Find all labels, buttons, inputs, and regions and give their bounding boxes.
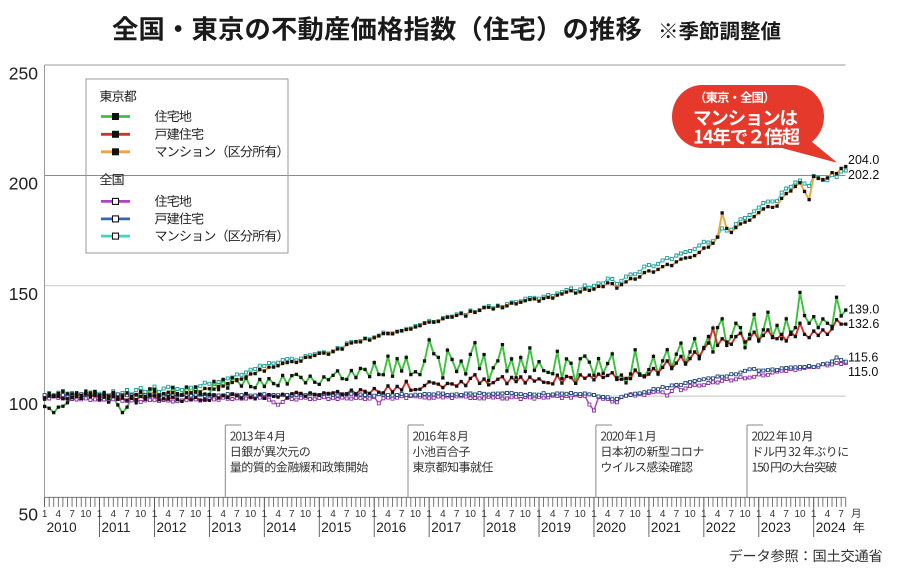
svg-text:10: 10 <box>410 509 422 520</box>
svg-text:7: 7 <box>289 509 295 520</box>
svg-text:2021: 2021 <box>651 520 681 535</box>
svg-text:200: 200 <box>9 174 38 194</box>
svg-text:2017: 2017 <box>431 520 461 535</box>
svg-text:4: 4 <box>605 509 611 520</box>
svg-text:2024: 2024 <box>816 520 847 535</box>
svg-text:202.2: 202.2 <box>848 168 879 182</box>
svg-text:10: 10 <box>80 509 92 520</box>
svg-text:2012: 2012 <box>157 520 187 535</box>
svg-text:10: 10 <box>300 509 312 520</box>
svg-text:10: 10 <box>465 509 477 520</box>
svg-text:7: 7 <box>124 509 130 520</box>
svg-text:1: 1 <box>701 509 707 520</box>
svg-text:10: 10 <box>794 509 806 520</box>
svg-text:10: 10 <box>245 509 257 520</box>
svg-text:4: 4 <box>715 509 721 520</box>
svg-text:2018: 2018 <box>486 520 516 535</box>
svg-text:2015: 2015 <box>321 520 351 535</box>
svg-text:7: 7 <box>838 509 844 520</box>
svg-text:7: 7 <box>674 509 680 520</box>
svg-text:1: 1 <box>152 509 158 520</box>
svg-text:4: 4 <box>385 509 391 520</box>
svg-text:1: 1 <box>481 509 487 520</box>
svg-text:2022: 2022 <box>706 520 736 535</box>
svg-text:1: 1 <box>207 509 213 520</box>
svg-text:2013: 2013 <box>211 520 241 535</box>
svg-text:7: 7 <box>619 509 625 520</box>
svg-text:1: 1 <box>536 509 542 520</box>
svg-text:4: 4 <box>56 509 62 520</box>
svg-text:2020: 2020 <box>596 520 626 535</box>
svg-text:7: 7 <box>454 509 460 520</box>
svg-text:7: 7 <box>399 509 405 520</box>
svg-text:2014: 2014 <box>266 520 297 535</box>
svg-text:1: 1 <box>811 509 817 520</box>
svg-text:50: 50 <box>19 504 39 524</box>
svg-text:1: 1 <box>317 509 323 520</box>
svg-text:4: 4 <box>660 509 666 520</box>
svg-text:10: 10 <box>739 509 751 520</box>
svg-text:4: 4 <box>111 509 117 520</box>
svg-text:4: 4 <box>550 509 556 520</box>
svg-text:115.0: 115.0 <box>848 365 878 379</box>
svg-text:115.6: 115.6 <box>848 351 878 365</box>
svg-text:7: 7 <box>234 509 240 520</box>
svg-text:10: 10 <box>575 509 587 520</box>
svg-text:250: 250 <box>9 63 38 83</box>
svg-text:2019: 2019 <box>541 520 571 535</box>
svg-text:100: 100 <box>9 394 38 414</box>
svg-text:10: 10 <box>685 509 697 520</box>
svg-text:10: 10 <box>190 509 202 520</box>
svg-text:7: 7 <box>509 509 515 520</box>
svg-text:1: 1 <box>646 509 652 520</box>
svg-text:7: 7 <box>729 509 735 520</box>
svg-text:2016: 2016 <box>376 520 406 535</box>
svg-text:4: 4 <box>770 509 776 520</box>
svg-text:150: 150 <box>9 284 38 304</box>
svg-text:2023: 2023 <box>761 520 791 535</box>
svg-text:1: 1 <box>371 509 377 520</box>
svg-text:7: 7 <box>179 509 185 520</box>
svg-text:132.6: 132.6 <box>848 317 879 331</box>
svg-text:7: 7 <box>69 509 75 520</box>
svg-text:10: 10 <box>520 509 532 520</box>
svg-text:10: 10 <box>355 509 367 520</box>
svg-text:139.0: 139.0 <box>848 302 879 316</box>
svg-text:204.0: 204.0 <box>848 153 879 167</box>
svg-text:10: 10 <box>135 509 147 520</box>
svg-text:4: 4 <box>495 509 501 520</box>
svg-text:7: 7 <box>783 509 789 520</box>
svg-text:2011: 2011 <box>102 520 131 535</box>
svg-text:1: 1 <box>426 509 432 520</box>
svg-text:4: 4 <box>440 509 446 520</box>
svg-text:1: 1 <box>262 509 268 520</box>
svg-text:1: 1 <box>97 509 103 520</box>
svg-text:4: 4 <box>275 509 281 520</box>
svg-text:4: 4 <box>330 509 336 520</box>
svg-text:1: 1 <box>756 509 762 520</box>
svg-text:4: 4 <box>220 509 226 520</box>
svg-text:2010: 2010 <box>47 520 77 535</box>
svg-text:7: 7 <box>344 509 350 520</box>
svg-text:1: 1 <box>591 509 597 520</box>
svg-text:7: 7 <box>564 509 570 520</box>
svg-text:10: 10 <box>630 509 642 520</box>
svg-text:4: 4 <box>165 509 171 520</box>
svg-text:4: 4 <box>825 509 831 520</box>
svg-text:1: 1 <box>42 509 48 520</box>
